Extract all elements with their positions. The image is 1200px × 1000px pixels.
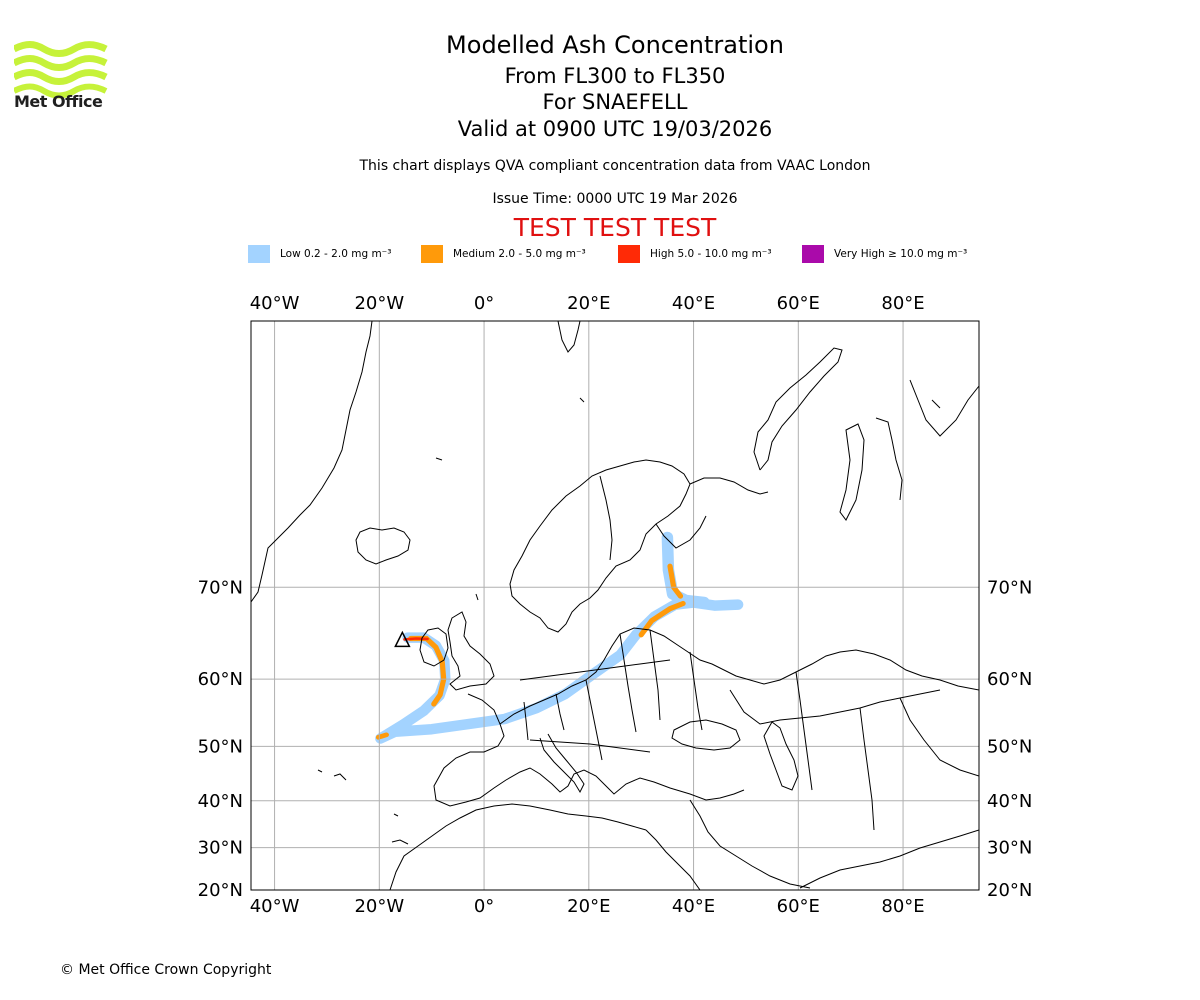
lat-tick-label-right: 40°N	[987, 791, 1032, 812]
lon-tick-label-bottom: 60°E	[777, 896, 820, 917]
lat-tick-label-right: 70°N	[987, 577, 1032, 598]
logo-wave-3	[14, 69, 108, 85]
compliance-note: This chart displays QVA compliant concen…	[359, 158, 871, 174]
lon-tick-label-top: 80°E	[881, 293, 924, 314]
legend-item-low: Low 0.2 - 2.0 mg m⁻³	[248, 244, 391, 264]
lon-tick-label-top: 40°E	[672, 293, 715, 314]
lat-tick-label-right: 60°N	[987, 669, 1032, 690]
lon-tick-label-top: 40°W	[250, 293, 300, 314]
lon-tick-label-top: 20°E	[567, 293, 610, 314]
valid-time: Valid at 0900 UTC 19/03/2026	[457, 117, 773, 141]
logo-wave-1	[14, 41, 108, 57]
volcano-marker	[394, 630, 411, 648]
legend-item-very-high: Very High ≥ 10.0 mg m⁻³	[802, 244, 967, 264]
ash-plumes	[375, 531, 744, 744]
map-background	[251, 321, 979, 890]
logo-wave-4	[14, 83, 108, 99]
lon-tick-label-bottom: 40°E	[672, 896, 715, 917]
lon-tick-label-bottom: 80°E	[881, 896, 924, 917]
ash-plume-low	[661, 531, 710, 609]
lat-tick-label-right: 50°N	[987, 736, 1032, 757]
legend-label-high: High 5.0 - 10.0 mg m⁻³	[650, 248, 772, 260]
lon-tick-label-top: 0°	[474, 293, 494, 314]
lat-tick-label-left: 30°N	[198, 838, 243, 859]
lat-tick-label-right: 20°N	[987, 880, 1032, 901]
ash-plume-medium	[638, 600, 686, 638]
lat-tick-label-left: 70°N	[198, 577, 243, 598]
copyright: © Met Office Crown Copyright	[60, 962, 272, 978]
legend-swatch-medium	[421, 245, 443, 263]
legend-label-low: Low 0.2 - 2.0 mg m⁻³	[280, 248, 392, 260]
lon-tick-label-bottom: 40°W	[250, 896, 300, 917]
lat-tick-label-left: 50°N	[198, 736, 243, 757]
map-frame	[250, 320, 980, 891]
flight-levels: From FL300 to FL350	[504, 64, 726, 88]
logo-wave-2	[14, 55, 108, 71]
coastlines	[251, 321, 979, 890]
legend-label-medium: Medium 2.0 - 5.0 mg m⁻³	[453, 248, 586, 260]
lon-tick-label-bottom: 0°	[474, 896, 494, 917]
lat-tick-label-left: 20°N	[198, 880, 243, 901]
lon-tick-label-top: 60°E	[777, 293, 820, 314]
legend: Low 0.2 - 2.0 mg m⁻³ Medium 2.0 - 5.0 mg…	[248, 244, 1008, 264]
legend-swatch-very-high	[802, 245, 824, 263]
legend-label-very-high: Very High ≥ 10.0 mg m⁻³	[834, 248, 968, 260]
test-banner: TEST TEST TEST	[513, 213, 717, 242]
legend-swatch-low	[248, 245, 270, 263]
lat-tick-label-right: 30°N	[987, 838, 1032, 859]
lon-tick-label-top: 20°W	[354, 293, 404, 314]
brand-name: Met Office	[14, 92, 103, 111]
ash-plume-high	[403, 637, 429, 641]
lon-tick-label-bottom: 20°E	[567, 896, 610, 917]
graticule	[251, 321, 979, 890]
legend-item-high: High 5.0 - 10.0 mg m⁻³	[618, 244, 772, 264]
volcano-name: For SNAEFELL	[542, 90, 688, 114]
volcano-icon	[394, 630, 411, 648]
axis-ticks: 40°W 40°W 20°W 20°W 0° 0° 20°E 20°E 40°E 40°E 60°E…	[198, 293, 1033, 917]
lon-tick-label-bottom: 20°W	[354, 896, 404, 917]
legend-item-medium: Medium 2.0 - 5.0 mg m⁻³	[421, 244, 586, 264]
issue-time: Issue Time: 0000 UTC 19 Mar 2026	[492, 191, 738, 207]
lat-tick-label-left: 40°N	[198, 791, 243, 812]
chart-title: Modelled Ash Concentration	[446, 31, 784, 59]
legend-swatch-high	[618, 245, 640, 263]
met-office-logo	[14, 41, 108, 99]
lat-tick-label-left: 60°N	[198, 669, 243, 690]
